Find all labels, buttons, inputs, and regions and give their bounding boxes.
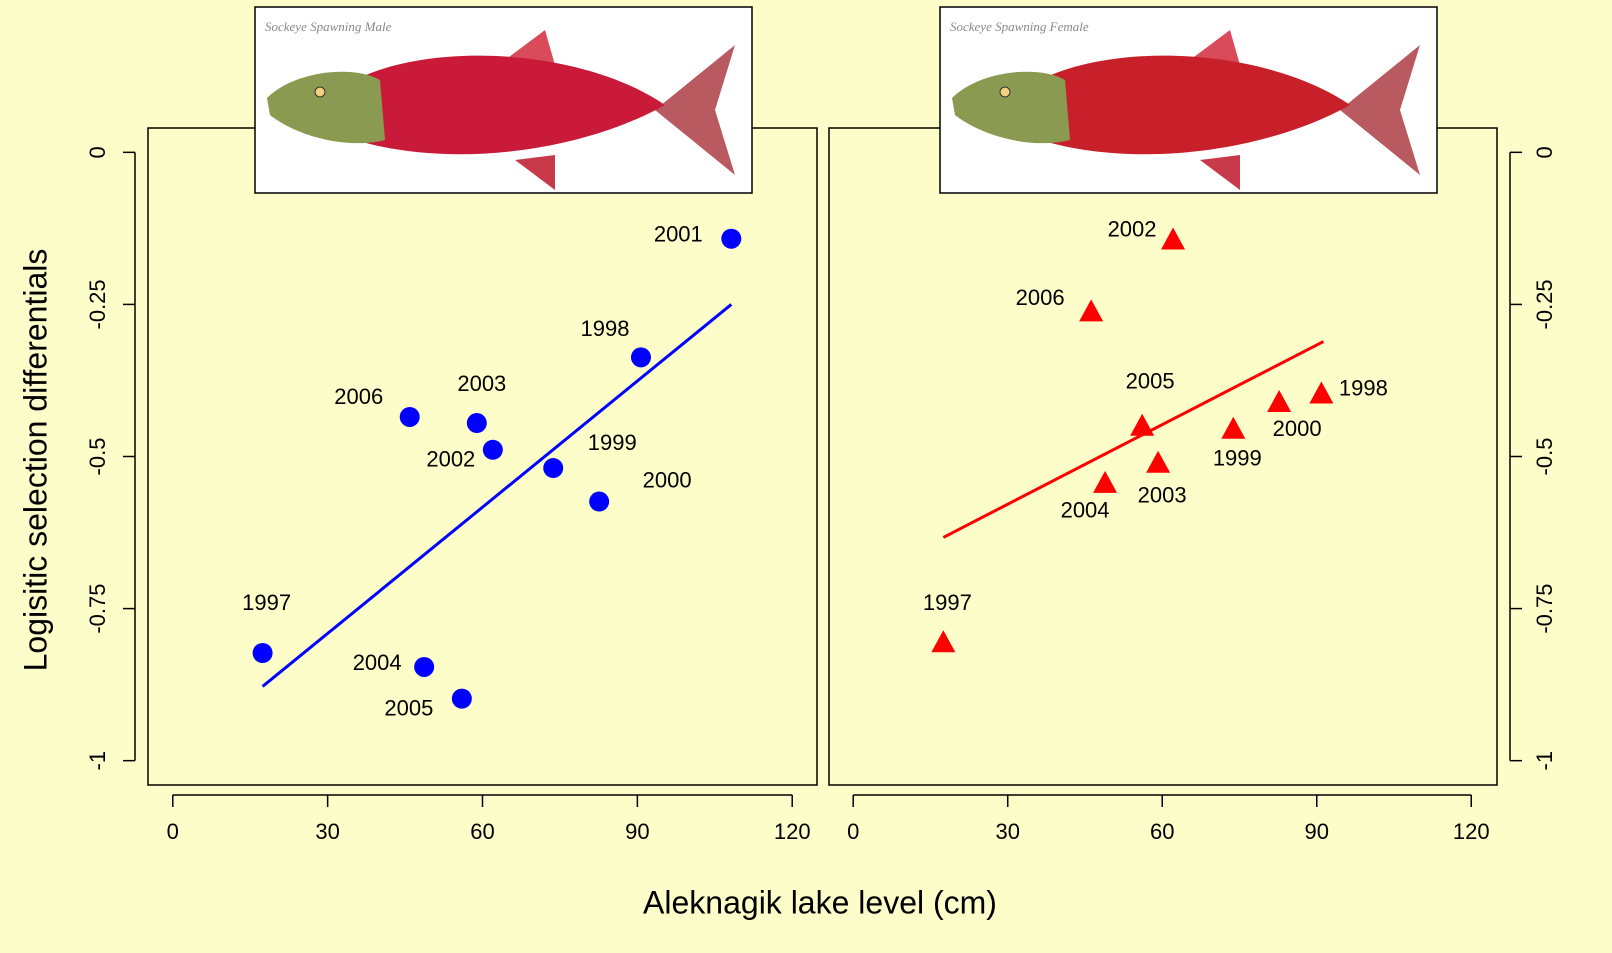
picture-caption: Sockeye Spawning Male (265, 19, 392, 34)
y-tick-label: -1 (85, 751, 110, 771)
point (1146, 450, 1171, 473)
fit-line (261, 303, 733, 688)
y-tick-label: 0 (85, 146, 110, 158)
point-label: 2003 (1138, 483, 1187, 508)
x-tick-label: 0 (167, 819, 179, 844)
point-label: 2002 (426, 447, 475, 472)
point (589, 491, 610, 512)
fish-fin (515, 155, 555, 190)
x-axis-label: Aleknagik lake level (cm) (643, 884, 997, 920)
point-label: 2004 (353, 650, 402, 675)
point (931, 630, 956, 653)
point-label: 2006 (334, 384, 383, 409)
fish-tail (655, 45, 735, 175)
y-tick-label: -0.5 (85, 438, 110, 476)
point (466, 413, 487, 434)
point-label: 2006 (1016, 285, 1065, 310)
point-label: 1997 (242, 590, 291, 615)
point (1221, 416, 1246, 439)
point (1267, 389, 1292, 412)
point-label: 2002 (1108, 216, 1157, 241)
point-label: 2003 (457, 371, 506, 396)
point-label: 2000 (1273, 416, 1322, 441)
x-tick-label: 0 (847, 819, 859, 844)
x-tick-label: 30 (315, 819, 339, 844)
fish-eye (314, 86, 326, 98)
point-label: 2005 (1126, 369, 1175, 394)
x-tick-label: 90 (1304, 819, 1328, 844)
fish-body (355, 55, 665, 155)
fish-eye (999, 86, 1011, 98)
point (543, 458, 564, 479)
point (630, 347, 651, 368)
fish-fin (505, 30, 555, 65)
y-tick-label: -0.25 (1532, 279, 1557, 329)
point (1161, 227, 1186, 250)
point-label: 1997 (923, 590, 972, 615)
fish-body (1040, 55, 1350, 155)
x-tick-label: 120 (774, 819, 811, 844)
point (1093, 470, 1118, 493)
point-label: 2004 (1061, 498, 1110, 523)
y-axis-label: Logisitic selection differentials (17, 249, 53, 672)
fish-fin (1190, 30, 1240, 65)
fish-picture: Sockeye Spawning Male (254, 6, 753, 194)
fish-head (952, 71, 1070, 144)
point-label: 2001 (654, 222, 703, 247)
fish-picture: Sockeye Spawning Female (939, 6, 1438, 194)
point (721, 228, 742, 249)
x-tick-label: 30 (995, 819, 1019, 844)
point (252, 642, 273, 663)
point (482, 439, 503, 460)
point-label: 1998 (1339, 375, 1388, 400)
point-label: 1999 (588, 430, 637, 455)
point-label: 2000 (643, 467, 692, 492)
point (1130, 413, 1155, 436)
point (451, 688, 472, 709)
point (414, 656, 435, 677)
y-tick-label: -1 (1532, 751, 1557, 771)
point-label: 1999 (1213, 446, 1262, 471)
y-tick-label: 0 (1532, 146, 1557, 158)
point (1079, 299, 1104, 322)
fish-head (267, 71, 385, 144)
x-tick-label: 60 (1150, 819, 1174, 844)
fish-fin (1200, 155, 1240, 190)
y-tick-label: -0.75 (1532, 584, 1557, 634)
picture-caption: Sockeye Spawning Female (950, 19, 1089, 34)
point-label: 2005 (384, 695, 433, 720)
fish-tail (1340, 45, 1420, 175)
fit-line (942, 340, 1325, 539)
y-tick-label: -0.75 (85, 584, 110, 634)
x-tick-label: 120 (1453, 819, 1490, 844)
point (399, 406, 420, 427)
point-label: 1998 (580, 316, 629, 341)
y-tick-label: -0.5 (1532, 438, 1557, 476)
point (1309, 381, 1334, 404)
x-tick-label: 90 (625, 819, 649, 844)
y-tick-label: -0.25 (85, 279, 110, 329)
x-tick-label: 60 (470, 819, 494, 844)
